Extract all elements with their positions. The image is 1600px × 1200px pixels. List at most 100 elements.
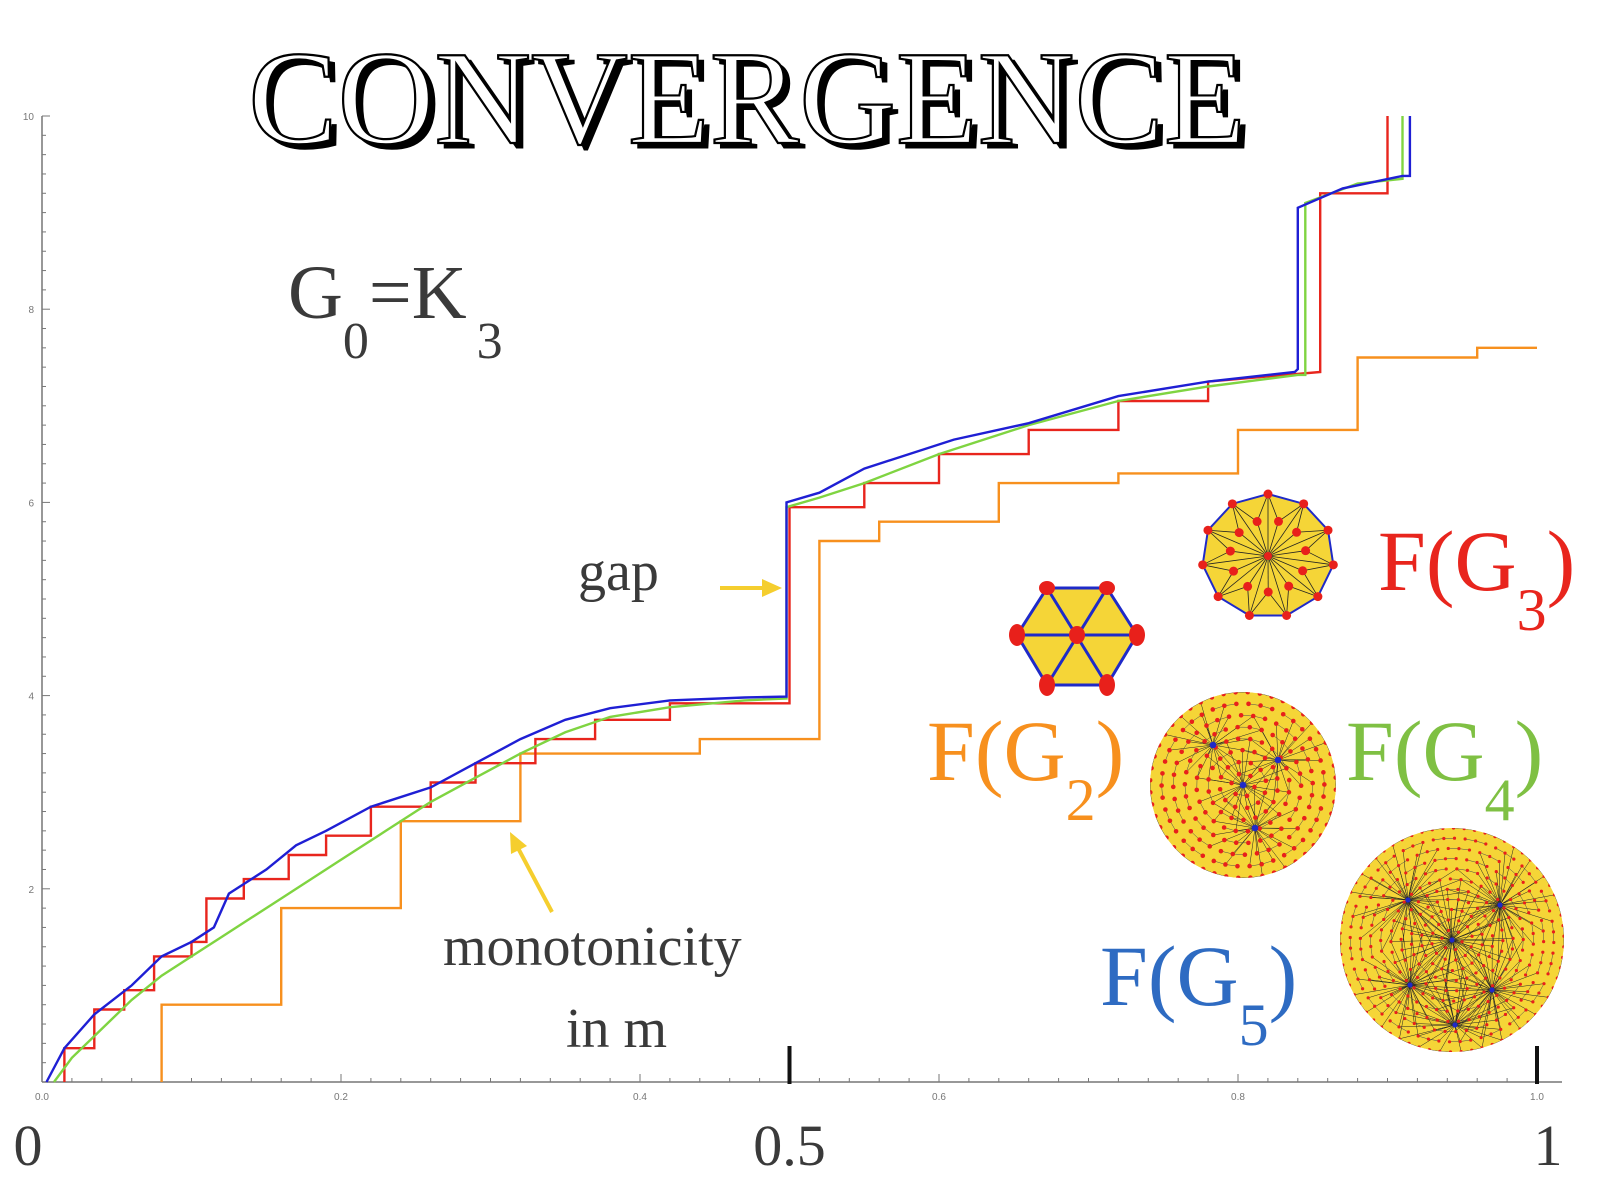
inset-g5-node xyxy=(1449,907,1454,912)
inset-g5-node xyxy=(1526,990,1530,994)
inset-g5-edge xyxy=(1499,968,1506,979)
inset-g3-edge xyxy=(1267,529,1329,557)
inset-g5-edge xyxy=(1426,939,1453,972)
inset-g5-node xyxy=(1425,850,1429,854)
inset-g4-node xyxy=(1210,707,1216,712)
inset-g4-node xyxy=(1233,840,1239,846)
inset-g4-node xyxy=(1236,771,1242,777)
inset-g4-node xyxy=(1283,865,1288,871)
inset-g4-node xyxy=(1329,811,1334,816)
inset-g4-edge xyxy=(1275,723,1279,761)
inset-g4-node xyxy=(1204,753,1210,759)
inset-g5-node xyxy=(1384,861,1388,865)
inset-g5-node xyxy=(1385,907,1390,912)
inset-g5-edge xyxy=(1368,857,1376,866)
inset-g5-hub xyxy=(1449,937,1455,943)
inset-g5-edge xyxy=(1461,941,1493,991)
inset-g5-edge xyxy=(1427,901,1438,908)
inset-g5-node xyxy=(1379,928,1384,932)
inset-g5-edge xyxy=(1491,983,1545,991)
inset-g5-node xyxy=(1424,954,1428,958)
inset-g4-node xyxy=(1181,819,1186,824)
inset-g5-node xyxy=(1437,922,1441,927)
inset-g5-edge xyxy=(1489,856,1500,862)
inset-g5-node xyxy=(1356,977,1360,981)
inset-g3-node xyxy=(1244,610,1254,620)
inset-g5-node xyxy=(1473,828,1477,832)
inset-graph-g3 xyxy=(1198,489,1338,620)
inset-g5-edge xyxy=(1354,968,1359,980)
inset-g4-node xyxy=(1194,730,1200,736)
inset-g5-node xyxy=(1539,889,1543,893)
inset-g5-edge xyxy=(1407,879,1462,901)
inset-g4-node xyxy=(1234,701,1239,707)
inset-g3-edge xyxy=(1249,555,1269,616)
inset-g4-node xyxy=(1269,706,1275,712)
inset-g4-edge xyxy=(1169,744,1214,751)
inset-g5-edge xyxy=(1455,989,1493,1032)
inset-g5-node xyxy=(1426,905,1430,909)
inset-g5-edge xyxy=(1454,978,1486,1026)
inset-g5-node xyxy=(1405,858,1410,862)
inset-g5-edge xyxy=(1390,941,1411,986)
inset-g5-edge xyxy=(1499,904,1524,940)
inset-g4-node xyxy=(1235,863,1240,869)
inset-g4-edge xyxy=(1176,744,1214,764)
inset-g5-node xyxy=(1351,914,1355,918)
inset-g5-node xyxy=(1474,839,1478,843)
inset-g5-edge xyxy=(1407,899,1449,931)
inset-g5-node xyxy=(1443,1029,1447,1033)
inset-g4-node xyxy=(1190,860,1195,866)
inset-g5-edge xyxy=(1434,858,1446,861)
inset-g4-node xyxy=(1160,771,1165,776)
inset-g4-node xyxy=(1235,724,1240,730)
inset-g5-edge xyxy=(1509,948,1513,960)
inset-g5-edge xyxy=(1456,868,1468,871)
inset-g5-edge xyxy=(1496,987,1505,996)
label-f-g5: F(G5) xyxy=(1100,928,1297,1058)
inset-g5-node xyxy=(1465,925,1470,929)
inset-g5-node xyxy=(1460,909,1464,913)
inset-g5-edge xyxy=(1360,949,1363,960)
inset-g5-node xyxy=(1397,1037,1401,1041)
inset-g5-node xyxy=(1392,919,1396,923)
inset-g5-edge xyxy=(1385,862,1409,901)
inset-g4-edge xyxy=(1242,778,1278,786)
inset-g5-node xyxy=(1340,920,1343,925)
inset-g5-edge xyxy=(1407,899,1452,910)
x-major-label: 0.5 xyxy=(753,1113,826,1178)
inset-g5-edge xyxy=(1429,1049,1440,1052)
inset-g5-edge xyxy=(1489,904,1501,926)
inset-g3-edge xyxy=(1247,586,1250,616)
inset-g4-node xyxy=(1212,732,1217,737)
inset-g3-edge xyxy=(1267,531,1297,557)
inset-g5-edge xyxy=(1365,969,1370,980)
inset-g4-node xyxy=(1211,832,1216,838)
inset-g5-node xyxy=(1341,910,1346,914)
inset-g5-node xyxy=(1497,859,1501,864)
inset-g5-node xyxy=(1476,906,1480,910)
inset-g5-node xyxy=(1347,983,1352,987)
inset-g4-node xyxy=(1159,783,1164,788)
inset-g4-edge xyxy=(1242,784,1289,793)
inset-g5-node xyxy=(1348,946,1353,950)
inset-g5-edge xyxy=(1480,886,1501,906)
inset-g5-node xyxy=(1372,1018,1376,1022)
inset-g5-edge xyxy=(1367,997,1375,1007)
inset-g4-node xyxy=(1187,706,1193,711)
inset-g5-node xyxy=(1395,877,1400,882)
x-tick-label: 0.0 xyxy=(35,1092,49,1103)
inset-g5-edge xyxy=(1468,1005,1479,1010)
inset-g5-node xyxy=(1542,982,1546,986)
inset-g4-node xyxy=(1313,746,1319,752)
inset-g5-edge xyxy=(1499,846,1515,906)
inset-g5-node xyxy=(1488,890,1492,894)
inset-g5-edge xyxy=(1411,923,1416,934)
inset-g5-edge xyxy=(1499,904,1521,961)
inset-g5-hub xyxy=(1407,982,1413,988)
inset-g4-node xyxy=(1221,692,1226,697)
inset-g5-edge xyxy=(1496,871,1505,879)
inset-g5-node xyxy=(1509,978,1513,982)
inset-g5-node xyxy=(1354,881,1358,885)
